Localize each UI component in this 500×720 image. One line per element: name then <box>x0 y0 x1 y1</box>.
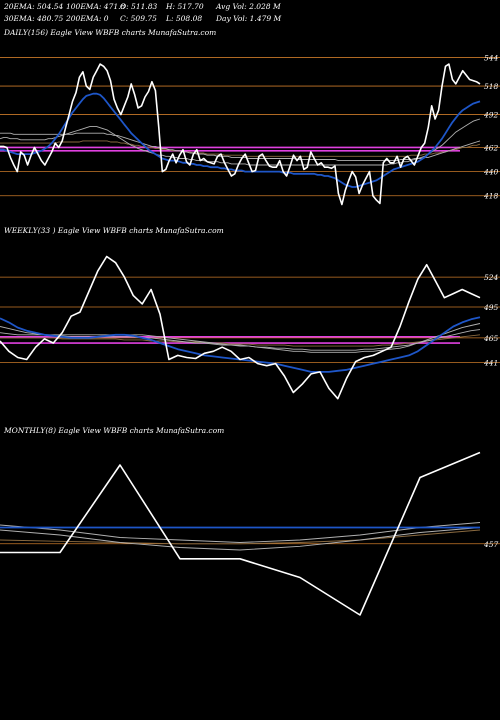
panel0-series-ema_long <box>0 140 481 157</box>
header-low: L: 508.08 <box>166 14 203 23</box>
panel1-tick-label-1: 495 <box>483 303 499 312</box>
panel1-tick-label-2: 465 <box>483 334 499 343</box>
panel1-tick-label-3: 441 <box>483 359 498 368</box>
header-ema200: 200EMA: 0 <box>66 14 109 23</box>
panel1-series-ema_mid <box>0 323 481 353</box>
panel0-series-ema_fast <box>0 92 481 188</box>
header-dayvol: Day Vol: 1.479 M <box>216 14 282 23</box>
panel0-series-price <box>0 63 481 206</box>
weekly-panel-title: WEEKLY(33 ) Eagle View WBFB charts Munaf… <box>4 226 224 235</box>
header-close: C: 509.75 <box>120 14 157 23</box>
header-ema100: 100EMA: 471.8 <box>66 2 126 11</box>
panel1-tick-label-0: 524 <box>484 273 499 282</box>
header-ema30: 30EMA: 480.75 <box>4 14 64 23</box>
header-open: O: 511.83 <box>120 2 158 11</box>
panel2-series-ema_slow <box>0 527 481 551</box>
panel1-series-ema_long <box>0 334 481 347</box>
panel2-series-price <box>0 451 481 616</box>
panel0-tick-label-2: 492 <box>483 111 499 120</box>
panel0-tick-label-5: 418 <box>483 192 499 201</box>
header-high: H: 517.70 <box>166 2 204 11</box>
panel2-tick-label-0: 457 <box>483 540 499 549</box>
panel0-series-ema_slow <box>0 132 481 162</box>
panel0-tick-label-1: 518 <box>484 82 499 91</box>
monthly-panel-title: MONTHLY(8) Eagle View WBFB charts Munafa… <box>4 426 225 435</box>
panel0-tick-label-0: 544 <box>484 54 499 63</box>
header-avgvol: Avg Vol: 2.028 M <box>216 2 281 11</box>
panel0-tick-label-4: 440 <box>483 168 499 177</box>
daily-panel-title: DAILY(156) Eagle View WBFB charts Munafa… <box>4 28 217 37</box>
panel2-series-ema_long <box>0 529 481 545</box>
panel1-series-ema_fast <box>0 316 481 373</box>
panel0-tick-label-3: 462 <box>483 143 499 152</box>
header-ema20: 20EMA: 504.54 <box>4 2 64 11</box>
panel2-series-ema_mid <box>0 522 481 543</box>
panel1-series-price <box>0 255 481 400</box>
panel1-series-ema_slow <box>0 326 481 351</box>
